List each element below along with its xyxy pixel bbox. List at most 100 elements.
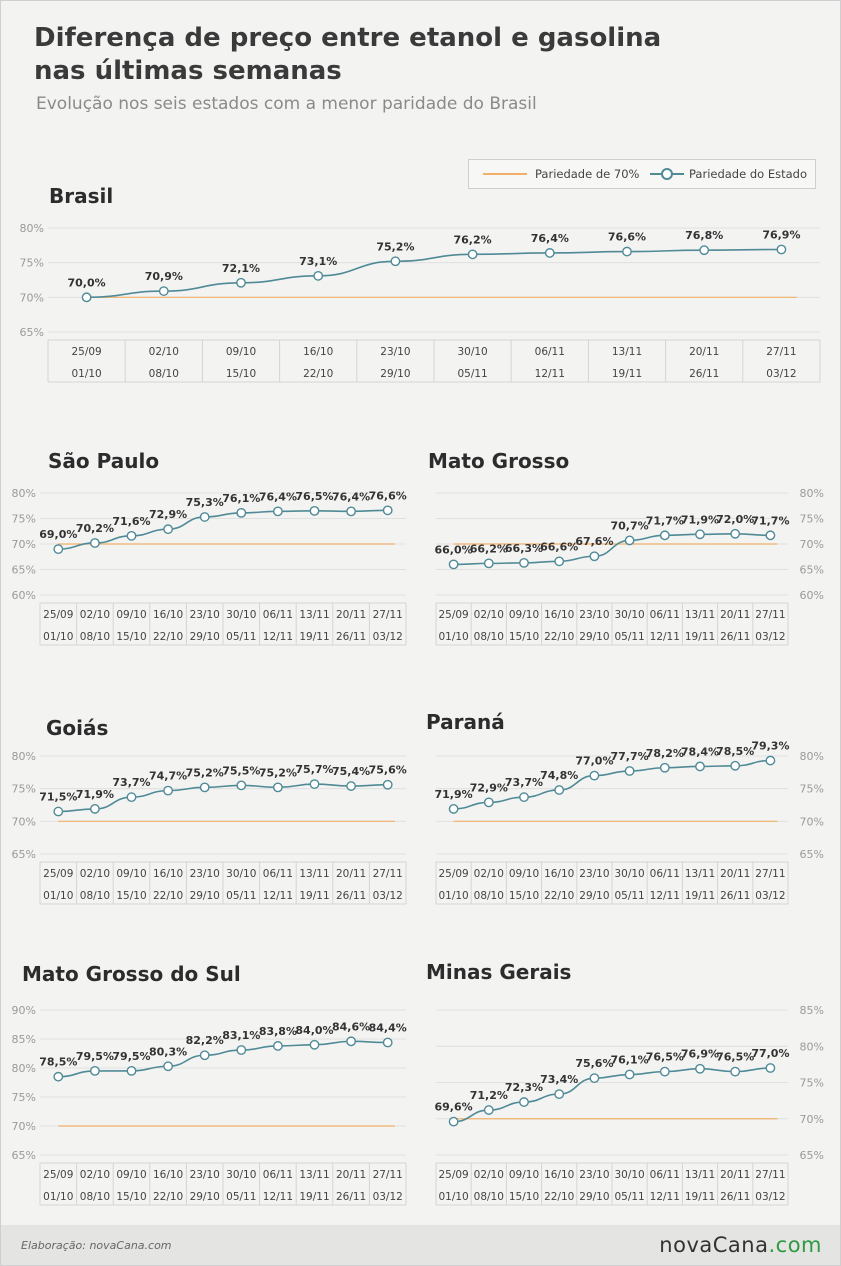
data-label: 77,0% (751, 1047, 789, 1060)
data-point (765, 1063, 776, 1073)
data-point (81, 292, 92, 303)
category-end-date: 08/10 (80, 890, 110, 902)
brand-logo: novaCana.com (659, 1233, 822, 1257)
series-line (453, 759, 771, 810)
data-point (622, 246, 632, 257)
data-label: 72,9% (149, 508, 187, 521)
data-label: 70,0% (68, 276, 106, 289)
category-start-date: 16/10 (153, 1169, 183, 1181)
y-tick-label: 90% (12, 1004, 36, 1017)
chart-title: Goiás (46, 716, 109, 740)
data-label: 66,0% (435, 543, 473, 556)
category-start-date: 13/11 (612, 346, 642, 358)
data-label: 84,4% (369, 1021, 407, 1034)
data-point (624, 535, 635, 546)
category-start-date: 02/10 (80, 868, 110, 880)
category-end-date: 01/10 (71, 368, 101, 380)
category-end-date: 01/10 (43, 890, 73, 902)
category-end-date: 01/10 (438, 890, 468, 902)
legend-series-marker-icon (661, 168, 673, 180)
data-point (544, 248, 555, 258)
data-label: 66,2% (470, 542, 508, 555)
data-point (448, 1116, 459, 1127)
chart-title: Minas Gerais (426, 960, 572, 984)
data-label: 72,3% (505, 1081, 543, 1094)
data-point (90, 538, 100, 548)
data-point (90, 804, 100, 814)
y-tick-label: 65% (800, 848, 824, 861)
page-subtitle: Evolução nos seis estados com a menor pa… (36, 94, 537, 114)
series-line (453, 532, 771, 566)
category-start-date: 06/11 (263, 1169, 293, 1181)
chart-parana: Paraná 65% 70% 75% 80% 25/09 01/10 02/10 08/10 09… (420, 710, 832, 930)
data-point (199, 782, 210, 793)
category-start-date: 13/11 (299, 609, 329, 621)
data-label: 79,5% (112, 1050, 150, 1063)
category-end-date: 03/12 (373, 1191, 403, 1203)
category-end-date: 22/10 (544, 1191, 574, 1203)
category-end-date: 12/11 (263, 631, 293, 643)
data-label: 71,2% (470, 1089, 508, 1102)
category-end-date: 05/11 (226, 1191, 256, 1203)
data-point (272, 782, 283, 793)
category-start-date: 09/10 (509, 1169, 539, 1181)
category-start-date: 25/09 (71, 346, 101, 358)
y-tick-label: 80% (800, 1040, 824, 1053)
data-point (659, 530, 670, 541)
category-start-date: 06/11 (263, 609, 293, 621)
category-end-date: 03/12 (755, 890, 785, 902)
category-start-date: 30/10 (614, 868, 644, 880)
category-end-date: 15/10 (509, 1191, 539, 1203)
data-point (382, 1037, 393, 1048)
data-point (309, 505, 320, 516)
category-end-date: 03/12 (755, 1191, 785, 1203)
data-point (589, 1073, 600, 1084)
y-tick-label: 70% (12, 538, 36, 551)
data-point (309, 779, 320, 789)
category-end-date: 15/10 (116, 890, 146, 902)
data-point (272, 506, 283, 517)
category-end-date: 05/11 (226, 890, 256, 902)
y-tick-label: 65% (800, 564, 824, 577)
data-point (624, 766, 635, 776)
category-start-date: 09/10 (116, 1169, 146, 1181)
y-tick-label: 70% (12, 815, 36, 828)
data-point (158, 286, 169, 296)
category-start-date: 16/10 (544, 609, 574, 621)
category-start-date: 02/10 (474, 609, 504, 621)
data-label: 77,7% (611, 750, 649, 763)
legend-series-label: Pariedade do Estado (689, 167, 807, 181)
chart-title: Mato Grosso do Sul (22, 962, 241, 986)
category-start-date: 30/10 (226, 868, 256, 880)
category-end-date: 12/11 (650, 890, 680, 902)
data-point (382, 779, 393, 790)
category-end-date: 01/10 (43, 631, 73, 643)
data-point (483, 1105, 494, 1115)
chart-mato-grosso: Mato Grosso 60% 65% 70% 75% 80% 25/09 01/10 02/1… (420, 445, 832, 680)
category-start-date: 02/10 (80, 609, 110, 621)
data-point (695, 529, 705, 540)
data-label: 83,8% (259, 1025, 297, 1038)
category-end-date: 29/10 (579, 890, 609, 902)
y-tick-label: 75% (12, 783, 36, 796)
category-end-date: 01/10 (438, 1191, 468, 1203)
data-point (90, 1066, 100, 1076)
y-tick-label: 80% (20, 222, 44, 235)
data-label: 75,3% (186, 496, 224, 509)
category-end-date: 19/11 (685, 1191, 715, 1203)
category-start-date: 09/10 (116, 868, 146, 880)
data-label: 75,2% (186, 766, 224, 779)
chart-mato-grosso-do-sul: Mato Grosso do Sul 65% 70% 75% 80% 85% 90% 25/0… (0, 960, 410, 1206)
data-label: 76,2% (454, 233, 492, 246)
y-tick-label: 80% (12, 750, 36, 763)
chart-svg: 65% 70% 75% 80% 25/09 01/10 02/10 08/10 09/10 15/… (435, 740, 824, 905)
category-start-date: 23/10 (579, 1169, 609, 1181)
category-start-date: 30/10 (614, 1169, 644, 1181)
data-point (730, 1066, 741, 1077)
category-end-date: 22/10 (153, 1191, 183, 1203)
chart-title: Paraná (426, 710, 505, 734)
category-start-date: 16/10 (544, 1169, 574, 1181)
data-point (554, 785, 565, 795)
category-end-date: 29/10 (190, 1191, 220, 1203)
y-tick-label: 80% (800, 487, 824, 500)
